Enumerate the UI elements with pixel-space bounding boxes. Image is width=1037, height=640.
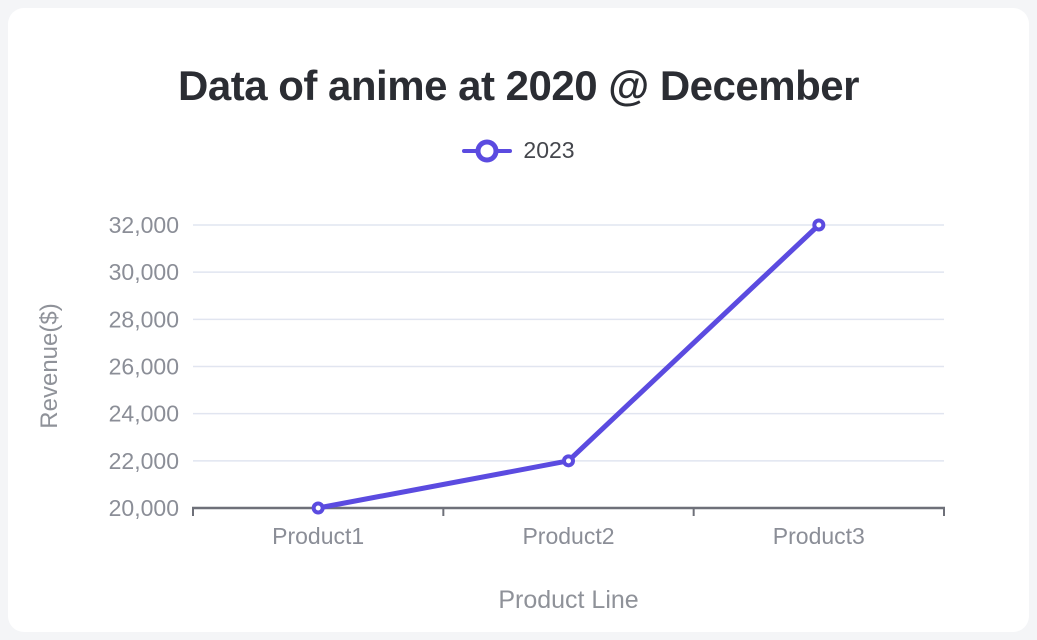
x-tick-label: Product1	[272, 523, 364, 549]
data-point-marker[interactable]	[311, 501, 325, 515]
chart-title: Data of anime at 2020 @ December	[178, 62, 859, 110]
y-tick-label: 30,000	[109, 259, 179, 285]
y-tick-label: 28,000	[109, 306, 179, 332]
y-tick-label: 32,000	[109, 212, 179, 238]
y-tick-label: 20,000	[109, 495, 179, 521]
data-point-marker[interactable]	[562, 454, 575, 468]
y-axis-title: Revenue($)	[36, 303, 63, 428]
y-tick-label: 22,000	[109, 448, 179, 474]
legend-line-marker-icon	[462, 138, 513, 164]
data-point-marker[interactable]	[812, 218, 826, 232]
legend-marker-circle	[475, 139, 499, 162]
legend-item-2023[interactable]: 2023	[0, 137, 1037, 164]
x-axis-title: Product Line	[498, 586, 638, 614]
x-tick-label: Product2	[522, 523, 614, 549]
x-tick-label: Product3	[773, 523, 865, 549]
y-tick-label: 26,000	[109, 354, 179, 380]
legend-label: 2023	[523, 137, 575, 163]
y-tick-label: 24,000	[109, 401, 179, 427]
